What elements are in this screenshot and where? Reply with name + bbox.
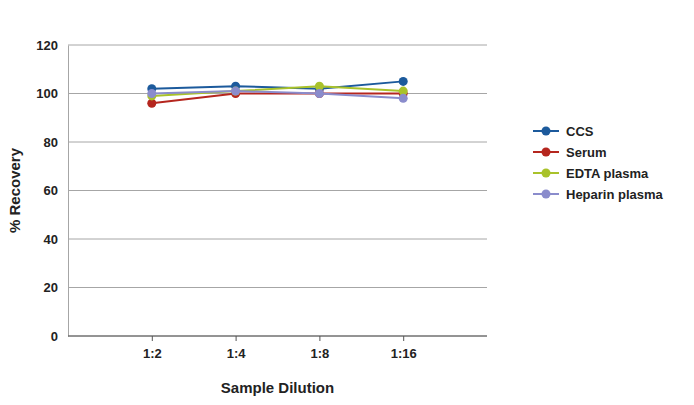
y-tick: 40	[44, 232, 68, 247]
legend-label: Serum	[566, 145, 606, 160]
legend-marker	[542, 148, 551, 157]
x-tick: 1:16	[391, 336, 417, 361]
y-tick-label: 100	[36, 86, 58, 101]
x-tick-mark	[152, 336, 153, 341]
grid-line	[68, 287, 487, 288]
legend-label: CCS	[566, 124, 594, 139]
x-tick-label: 1:4	[227, 346, 247, 361]
y-tick: 60	[44, 183, 68, 198]
x-axis-line	[68, 336, 487, 337]
y-tick-label: 80	[44, 135, 58, 150]
x-tick-mark	[319, 336, 320, 341]
legend-item: Heparin plasma	[533, 187, 664, 202]
series-line	[152, 86, 403, 96]
x-axis: 1:2 1:4 1:8 1:16	[68, 336, 487, 361]
legend-label: Heparin plasma	[566, 187, 664, 202]
grid	[68, 45, 487, 336]
x-tick-label: 1:16	[391, 346, 417, 361]
y-axis-title: % Recovery	[6, 147, 23, 233]
y-tick-label: 0	[51, 329, 58, 344]
x-tick-label: 1:8	[311, 346, 330, 361]
x-tick: 1:8	[311, 336, 330, 361]
y-tick: 80	[44, 135, 68, 150]
series-line	[152, 94, 403, 104]
series-point	[315, 89, 324, 98]
y-tick: 0	[51, 329, 68, 344]
grid-line	[68, 45, 487, 46]
series-point	[147, 89, 156, 98]
legend-label: EDTA plasma	[566, 166, 649, 181]
y-tick: 20	[44, 280, 68, 295]
series-line	[152, 81, 403, 88]
legend-item: Serum	[533, 145, 606, 160]
grid-line	[68, 239, 487, 240]
x-tick-label: 1:2	[143, 346, 162, 361]
y-tick-label: 40	[44, 232, 58, 247]
grid-line	[68, 142, 487, 143]
plot-area	[147, 77, 407, 108]
y-tick: 120	[36, 38, 68, 53]
legend-marker	[542, 127, 551, 136]
y-tick: 100	[36, 86, 68, 101]
y-axis-line	[68, 46, 69, 337]
chart: 0 20 40 60 80 100 120 1:2 1:4 1:8 1:16 Sample Dilut…	[0, 0, 694, 405]
x-tick: 1:4	[227, 336, 247, 361]
legend-item: EDTA plasma	[533, 166, 649, 181]
x-axis-title: Sample Dilution	[221, 379, 334, 396]
series-point	[231, 87, 240, 96]
series-point	[315, 89, 324, 98]
y-axis: 0 20 40 60 80 100 120	[36, 38, 68, 344]
y-tick-label: 20	[44, 280, 58, 295]
y-tick-label: 60	[44, 183, 58, 198]
series-point	[399, 77, 408, 86]
legend-marker	[542, 190, 551, 199]
series-line	[152, 91, 403, 98]
y-tick-label: 120	[36, 38, 58, 53]
x-tick-mark	[236, 336, 237, 341]
series-point	[231, 87, 240, 96]
series-point	[399, 94, 408, 103]
grid-line	[68, 336, 487, 337]
x-tick-mark	[403, 336, 404, 341]
legend-marker	[542, 169, 551, 178]
grid-line	[68, 190, 487, 191]
legend-item: CCS	[533, 124, 594, 139]
legend: CCS Serum EDTA plasma Heparin plasma	[533, 124, 664, 202]
x-tick: 1:2	[143, 336, 162, 361]
